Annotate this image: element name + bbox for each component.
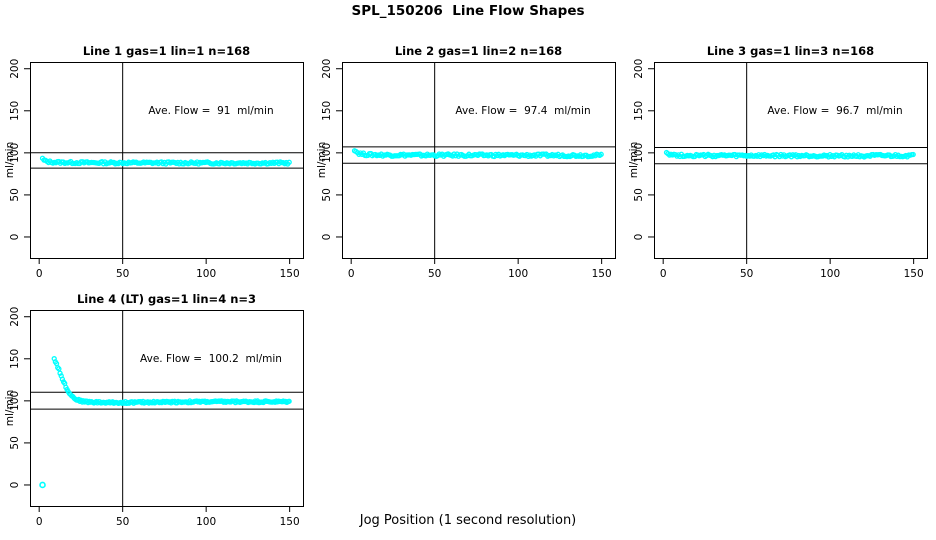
x-axis-ticks: 0 50 100 150 xyxy=(660,258,924,280)
x-axis-label: Jog Position (1 second resolution) xyxy=(359,513,577,528)
y-axis-ticks: 0 50 100 150 200 xyxy=(321,59,342,241)
y-axis-ticks: 0 50 100 150 200 xyxy=(9,59,30,241)
plot-box xyxy=(30,310,304,507)
ave-flow-annotation: Ave. Flow = 96.7 ml/min xyxy=(767,105,903,117)
y-tick-label: 100 xyxy=(633,143,645,163)
x-axis-ticks: 0 50 100 150 xyxy=(36,258,300,280)
ave-flow-annotation: Ave. Flow = 97.4 ml/min xyxy=(455,105,591,117)
y-axis-ticks: 0 50 100 150 200 xyxy=(9,307,30,489)
data-point xyxy=(56,366,62,372)
data-point xyxy=(910,151,916,158)
x-tick-label: 100 xyxy=(508,268,528,280)
x-tick-label: 50 xyxy=(116,268,129,280)
y-tick-label: 200 xyxy=(321,59,333,79)
x-tick-label: 0 xyxy=(348,268,355,280)
y-tick-label: 0 xyxy=(9,482,21,489)
x-tick-label: 150 xyxy=(280,268,300,280)
data-points xyxy=(663,149,916,160)
data-point xyxy=(286,398,292,404)
plot-area: 0 50 100 150 200 0 50 100 150 xyxy=(9,59,304,280)
panel-line-3: Line 3 gas=1 lin=3 n=168 Ave. Flow = 96.… xyxy=(624,20,936,282)
y-tick-label: 50 xyxy=(633,188,645,201)
x-tick-label: 50 xyxy=(428,268,441,280)
y-tick-label: 0 xyxy=(633,234,645,241)
panel-line-2: Line 2 gas=1 lin=2 n=168 Ave. Flow = 97.… xyxy=(312,20,624,282)
x-tick-label: 100 xyxy=(196,516,216,528)
y-tick-label: 50 xyxy=(9,188,21,201)
y-tick-label: 100 xyxy=(321,143,333,163)
data-points xyxy=(351,148,604,160)
y-tick-label: 200 xyxy=(9,307,21,327)
x-tick-label: 50 xyxy=(116,516,129,528)
plot-area: 0 50 100 150 200 0 50 100 150 xyxy=(9,307,304,528)
panel-title: Line 2 gas=1 lin=2 n=168 xyxy=(394,44,563,58)
ave-flow-annotation: Ave. Flow = 100.2 ml/min xyxy=(140,353,282,365)
y-axis-ticks: 0 50 100 150 200 xyxy=(633,59,654,241)
panel-title: Line 4 (LT) gas=1 lin=4 n=3 xyxy=(76,292,257,306)
x-tick-label: 100 xyxy=(196,268,216,280)
y-tick-label: 50 xyxy=(321,188,333,201)
panel-title: Line 3 gas=1 lin=3 n=168 xyxy=(706,44,875,58)
y-tick-label: 200 xyxy=(9,59,21,79)
panel-title: Line 1 gas=1 lin=1 n=168 xyxy=(82,44,251,58)
x-tick-label: 150 xyxy=(904,268,924,280)
data-point xyxy=(59,376,66,382)
y-tick-label: 150 xyxy=(321,101,333,121)
x-tick-label: 100 xyxy=(820,268,840,280)
data-points xyxy=(39,155,292,167)
y-tick-label: 100 xyxy=(9,143,21,163)
x-axis-ticks: 0 50 100 150 xyxy=(348,258,612,280)
plot-box xyxy=(654,62,928,259)
data-points xyxy=(39,356,292,489)
data-point xyxy=(598,151,604,157)
y-tick-label: 0 xyxy=(9,234,21,241)
panel-line-1: Line 1 gas=1 lin=1 n=168 Ave. Flow = 91 … xyxy=(0,20,312,282)
plot-area: 0 50 100 150 200 0 50 100 150 xyxy=(633,59,928,280)
plot-area: 0 50 100 150 200 0 50 100 150 xyxy=(321,59,616,280)
x-axis-ticks: 0 50 100 150 xyxy=(36,506,300,528)
ave-flow-annotation: Ave. Flow = 91 ml/min xyxy=(148,105,274,117)
x-tick-label: 50 xyxy=(740,268,753,280)
panel-line-4: Line 4 (LT) gas=1 lin=4 n=3 Ave. Flow = … xyxy=(0,268,312,530)
x-tick-label: 0 xyxy=(660,268,667,280)
outlier-point xyxy=(39,481,46,489)
y-tick-label: 150 xyxy=(9,101,21,121)
figure-title: SPL_150206 Line Flow Shapes xyxy=(351,3,585,19)
data-point xyxy=(286,159,292,165)
y-tick-label: 0 xyxy=(321,234,333,241)
y-tick-label: 150 xyxy=(633,101,645,121)
x-tick-label: 150 xyxy=(280,516,300,528)
plot-box xyxy=(30,62,304,259)
y-tick-label: 50 xyxy=(9,436,21,449)
y-tick-label: 200 xyxy=(633,59,645,79)
y-tick-label: 100 xyxy=(9,391,21,411)
x-tick-label: 0 xyxy=(36,268,43,280)
data-point xyxy=(57,370,63,376)
y-tick-label: 150 xyxy=(9,349,21,369)
x-tick-label: 150 xyxy=(592,268,612,280)
plot-box xyxy=(342,62,616,259)
x-tick-label: 0 xyxy=(36,516,43,528)
